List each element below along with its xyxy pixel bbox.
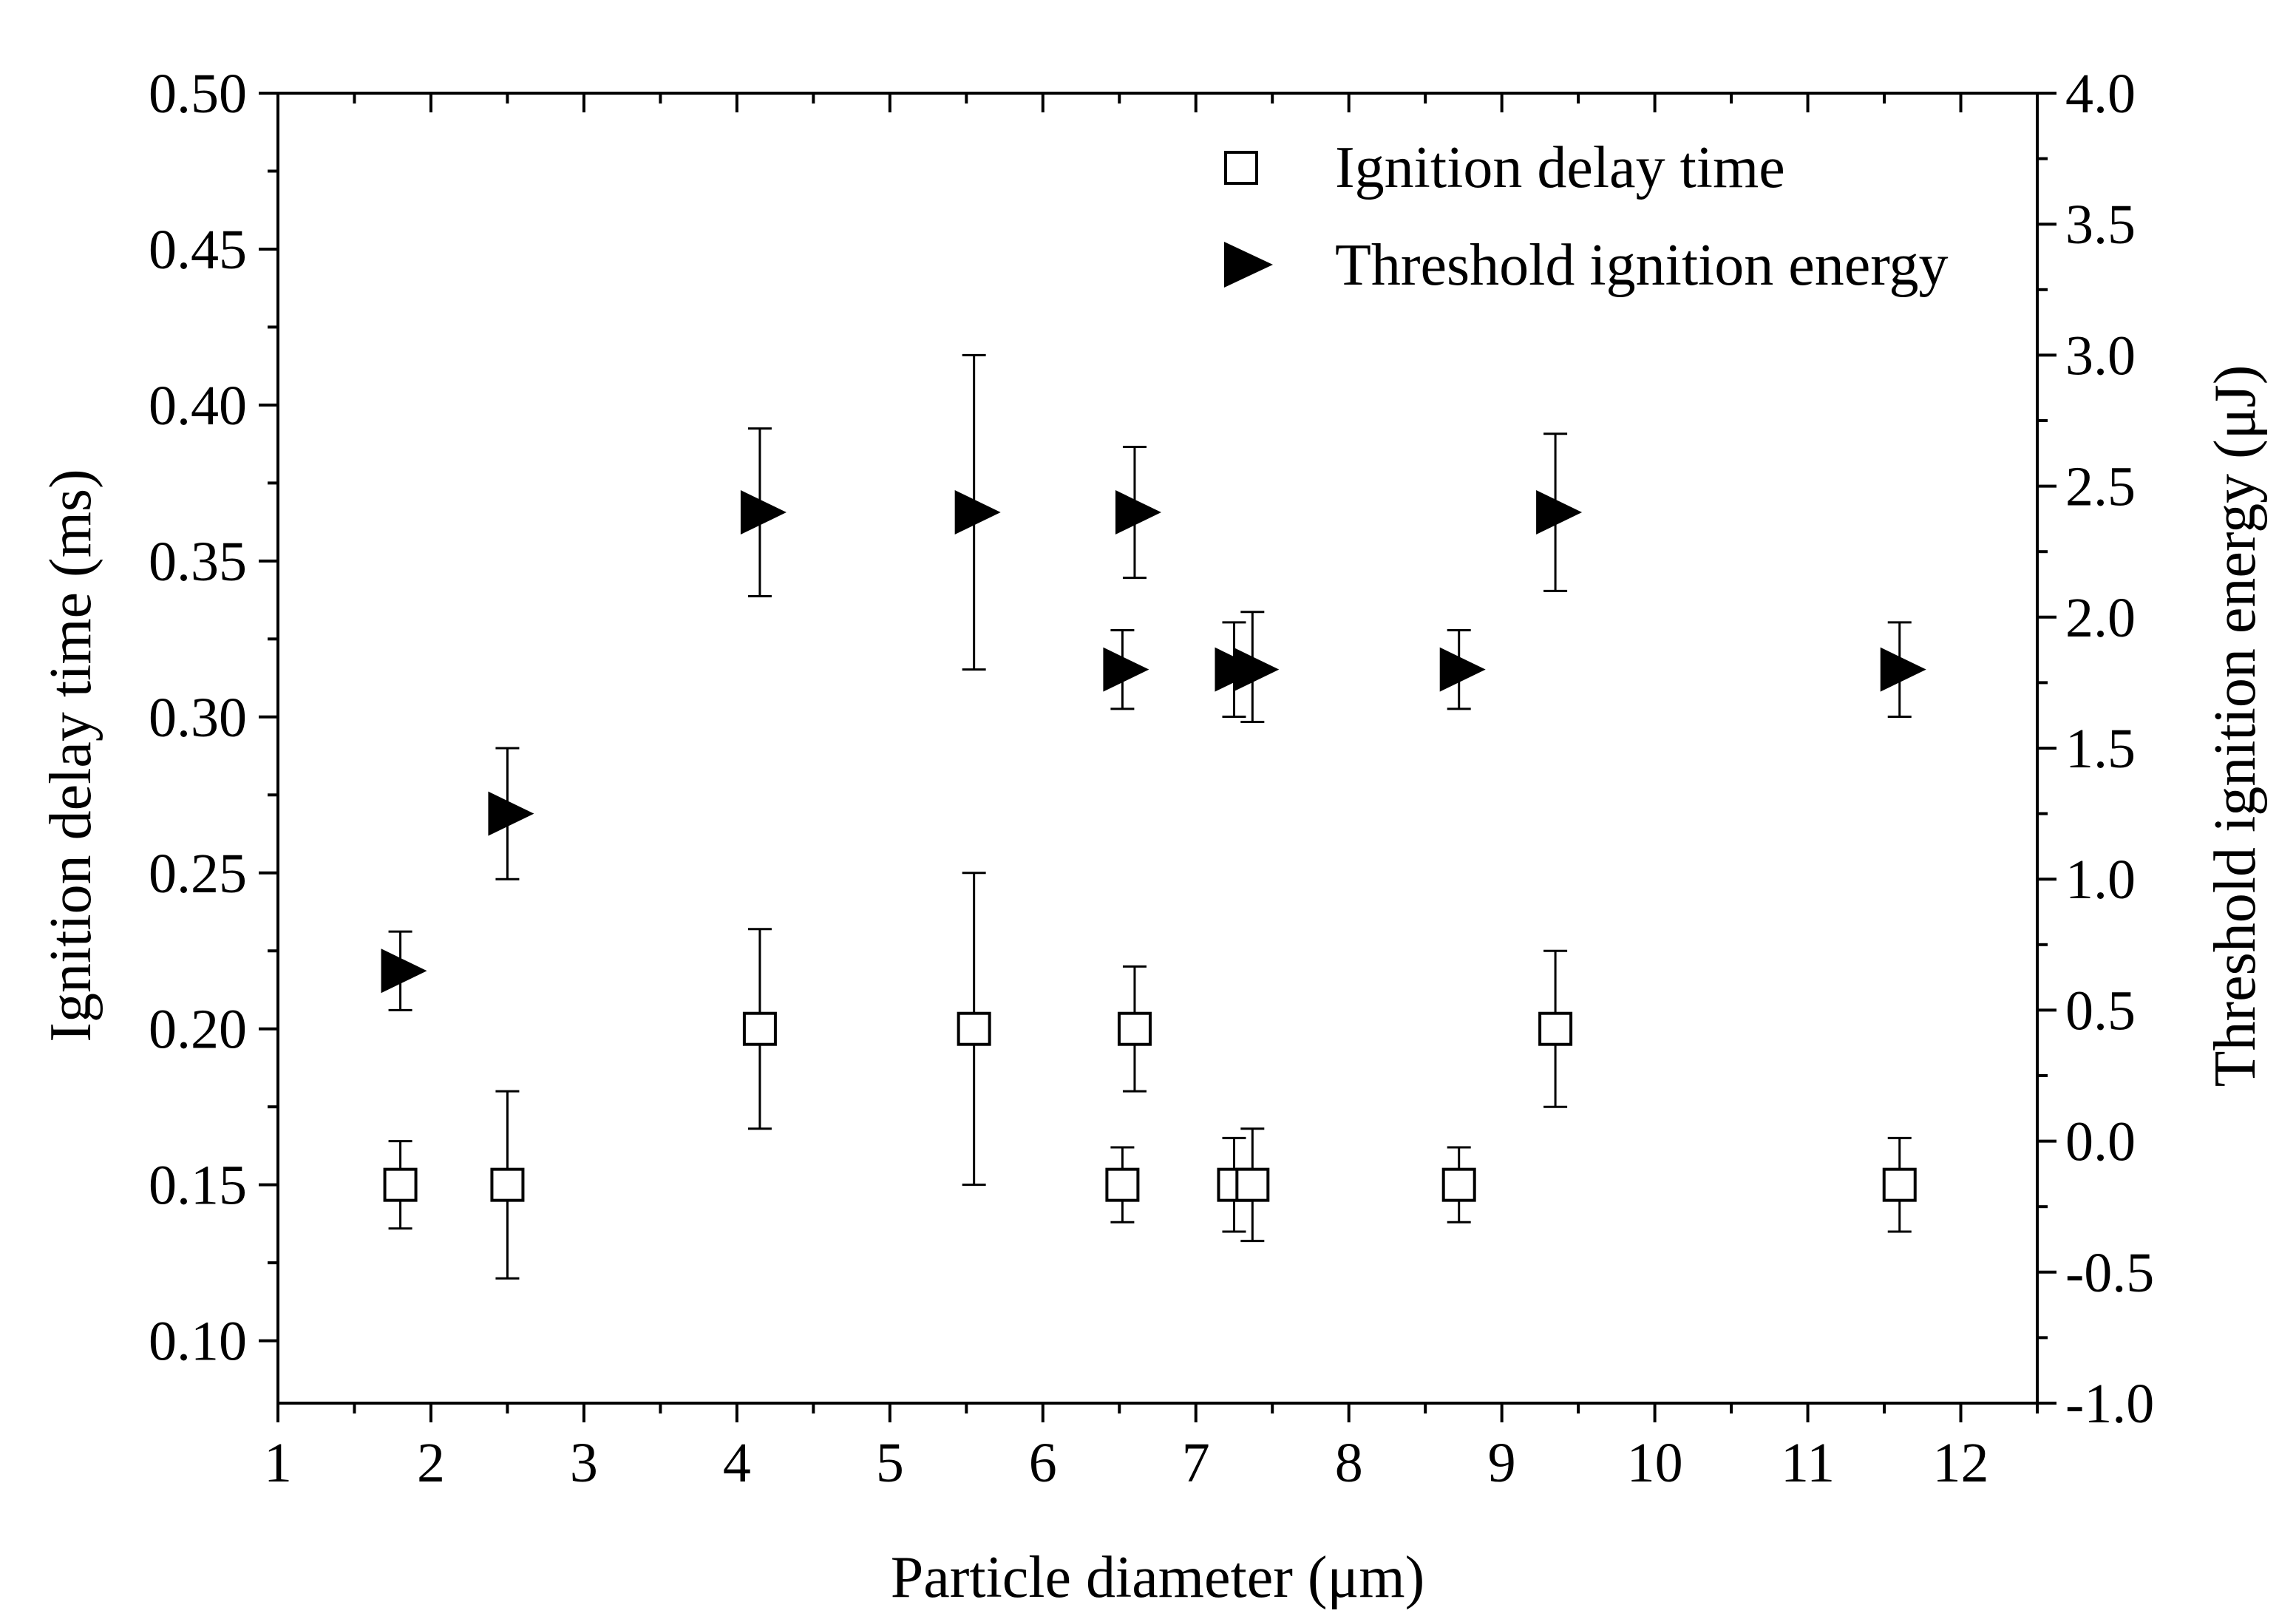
data-point-ignition-delay [1235, 1167, 1270, 1202]
tick-labels-layer: 1 2 3 4 5 6 7 8 9 10 11 120.100.150.200.250.300.350… [149, 63, 2154, 1494]
legend-square-marker [1224, 151, 1258, 185]
y-tick-label-right: -0.5 [2065, 1242, 2154, 1304]
y-axis-title-left: Ignition delay time (ms) [38, 469, 103, 1042]
y-tick-label-left: 0.30 [149, 687, 247, 749]
data-point-threshold-energy [1115, 490, 1161, 535]
y-tick-label-right: 3.0 [2065, 325, 2136, 387]
x-tick-label: 9 [1488, 1432, 1516, 1494]
y-tick-label-right: 1.5 [2065, 718, 2136, 780]
y-tick-label-left: 0.25 [149, 843, 247, 905]
data-point-ignition-delay [1882, 1167, 1917, 1202]
y-tick-label-left: 0.40 [149, 375, 247, 437]
x-tick-label: 6 [1029, 1432, 1057, 1494]
x-tick-label: 7 [1182, 1432, 1210, 1494]
y-tick-label-right: 0.5 [2065, 980, 2136, 1042]
data-point-threshold-energy [488, 791, 534, 836]
data-point-threshold-energy [1439, 647, 1486, 692]
y-tick-label-right: 4.0 [2065, 63, 2136, 125]
legend: Ignition delay time Threshold ignition e… [1224, 135, 1949, 298]
y-axis-title-right: Threshold ignition energy (μJ) [2203, 365, 2268, 1087]
y-tick-label-left: 0.50 [149, 63, 247, 125]
data-point-threshold-energy [381, 948, 427, 994]
x-tick-label: 4 [723, 1432, 751, 1494]
y-tick-label-right: 3.5 [2065, 194, 2136, 256]
y-tick-label-right: -1.0 [2065, 1373, 2154, 1435]
x-tick-label: 10 [1627, 1432, 1683, 1494]
y-tick-label-right: 0.0 [2065, 1111, 2136, 1173]
x-tick-label: 8 [1335, 1432, 1363, 1494]
y-tick-label-right: 2.5 [2065, 456, 2136, 518]
data-point-ignition-delay [490, 1167, 525, 1202]
plot-area-frame [276, 92, 2039, 1405]
x-tick-label: 3 [570, 1432, 598, 1494]
data-point-ignition-delay [383, 1167, 418, 1202]
data-point-ignition-delay [957, 1011, 991, 1046]
x-tick-label: 1 [264, 1432, 292, 1494]
data-point-threshold-energy [954, 490, 1001, 535]
data-point-threshold-energy [740, 490, 787, 535]
y-tick-label-right: 1.0 [2065, 849, 2136, 911]
y-tick-label-right: 2.0 [2065, 587, 2136, 649]
x-tick-label: 12 [1933, 1432, 1989, 1494]
ticks-layer [259, 92, 2056, 1422]
x-tick-label: 11 [1781, 1432, 1835, 1494]
data-point-ignition-delay [1538, 1011, 1573, 1046]
markers-layer [381, 490, 1926, 1202]
legend-label-ignition-delay: Ignition delay time [1335, 135, 1785, 200]
y-tick-label-left: 0.35 [149, 531, 247, 593]
x-axis-title: Particle diameter (μm) [891, 1545, 1425, 1610]
x-tick-label: 2 [417, 1432, 445, 1494]
legend-label-threshold-energy: Threshold ignition energy [1335, 233, 1949, 298]
data-point-ignition-delay [742, 1011, 777, 1046]
data-point-threshold-energy [1880, 647, 1926, 692]
data-point-threshold-energy [1233, 647, 1280, 692]
y-tick-label-left: 0.20 [149, 999, 247, 1061]
data-point-threshold-energy [1103, 647, 1149, 692]
legend-triangle-marker [1224, 242, 1273, 288]
data-point-ignition-delay [1117, 1011, 1152, 1046]
x-tick-label: 5 [876, 1432, 904, 1494]
y-tick-label-left: 0.45 [149, 219, 247, 281]
y-tick-label-left: 0.15 [149, 1155, 247, 1217]
data-point-ignition-delay [1441, 1167, 1476, 1202]
data-point-ignition-delay [1105, 1167, 1140, 1202]
data-point-threshold-energy [1536, 490, 1583, 535]
y-tick-label-left: 0.10 [149, 1311, 247, 1373]
